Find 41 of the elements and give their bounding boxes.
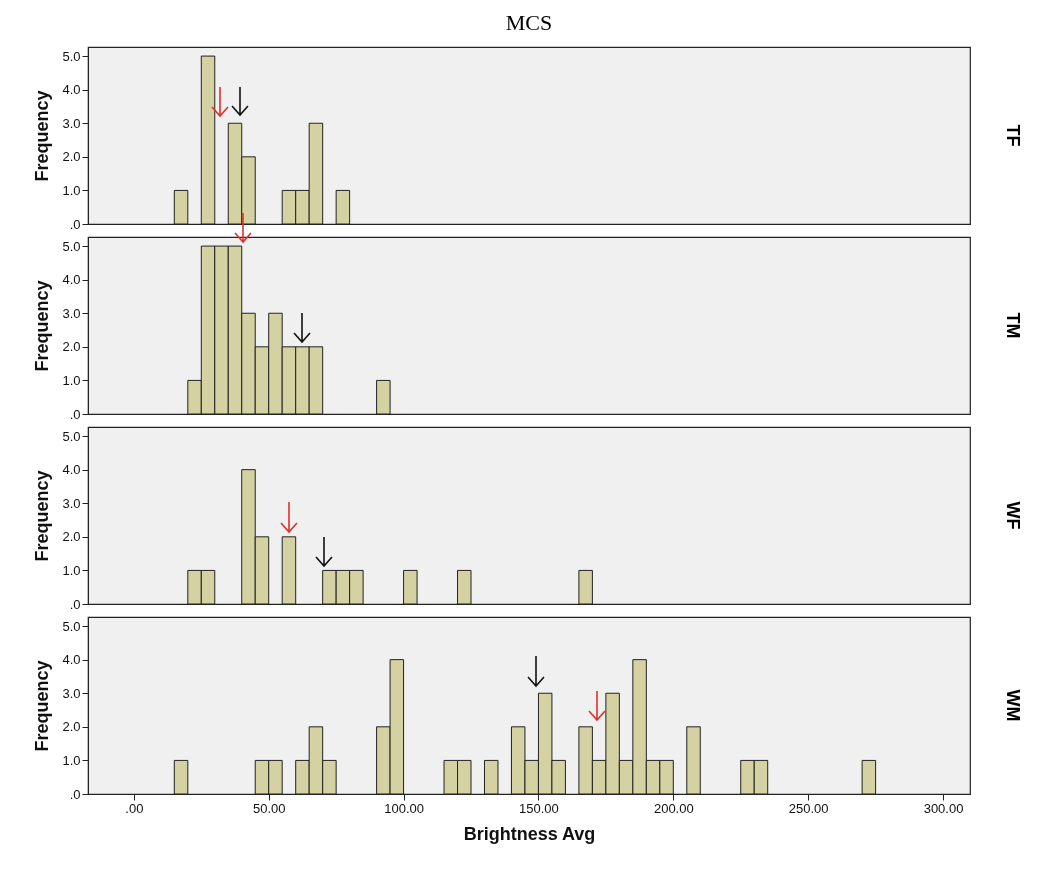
y-tick-label: .0 — [69, 596, 81, 612]
x-axis-title: Brightness Avg — [463, 823, 596, 844]
y-tick-label: 2.0 — [62, 149, 81, 165]
x-tick-label: 100.00 — [384, 800, 424, 816]
x-tick-label: 300.00 — [923, 800, 964, 816]
y-axis-title: Frequency — [32, 470, 53, 562]
y-tick-label: 4.0 — [62, 462, 81, 478]
y-tick-label: 5.0 — [62, 428, 81, 444]
y-tick-label: 1.0 — [62, 752, 81, 768]
y-tick-label: 1.0 — [62, 372, 81, 388]
y-tick-label: 3.0 — [62, 685, 81, 701]
y-axis-title: Frequency — [32, 660, 53, 752]
y-axis-title: Frequency — [32, 90, 53, 182]
x-tick-label: 250.00 — [788, 800, 829, 816]
y-tick-label: 2.0 — [62, 719, 81, 735]
y-tick-label: 3.0 — [62, 305, 81, 321]
y-tick-label: .0 — [69, 786, 81, 802]
y-tick-label: 4.0 — [62, 82, 81, 98]
y-tick-label: 1.0 — [62, 182, 81, 198]
y-tick-label: 5.0 — [62, 618, 81, 634]
y2-axis-title: WF — [1003, 501, 1023, 530]
y-tick-label: 3.0 — [62, 115, 81, 131]
y-tick-label: .0 — [69, 216, 81, 232]
y-tick-label: 4.0 — [62, 272, 81, 288]
y-tick-label: 2.0 — [62, 339, 81, 355]
y-tick-label: 5.0 — [62, 238, 81, 254]
y-tick-label: 2.0 — [62, 529, 81, 545]
y2-axis-title: TF — [1003, 124, 1023, 147]
x-tick-label: 150.00 — [519, 800, 559, 816]
y-tick-label: 1.0 — [62, 562, 81, 578]
x-tick-label: 200.00 — [653, 800, 694, 816]
y-tick-label: 5.0 — [62, 48, 81, 64]
x-tick-label: 50.00 — [252, 800, 286, 816]
y-tick-label: 3.0 — [62, 495, 81, 511]
y2-axis-title: TM — [1003, 312, 1023, 339]
x-tick-label: .00 — [125, 800, 144, 816]
chart-title: MCS — [505, 10, 553, 35]
y-tick-label: 4.0 — [62, 652, 81, 668]
y-tick-label: .0 — [69, 406, 81, 422]
y2-axis-title: WM — [1003, 689, 1023, 722]
y-axis-title: Frequency — [32, 280, 53, 372]
